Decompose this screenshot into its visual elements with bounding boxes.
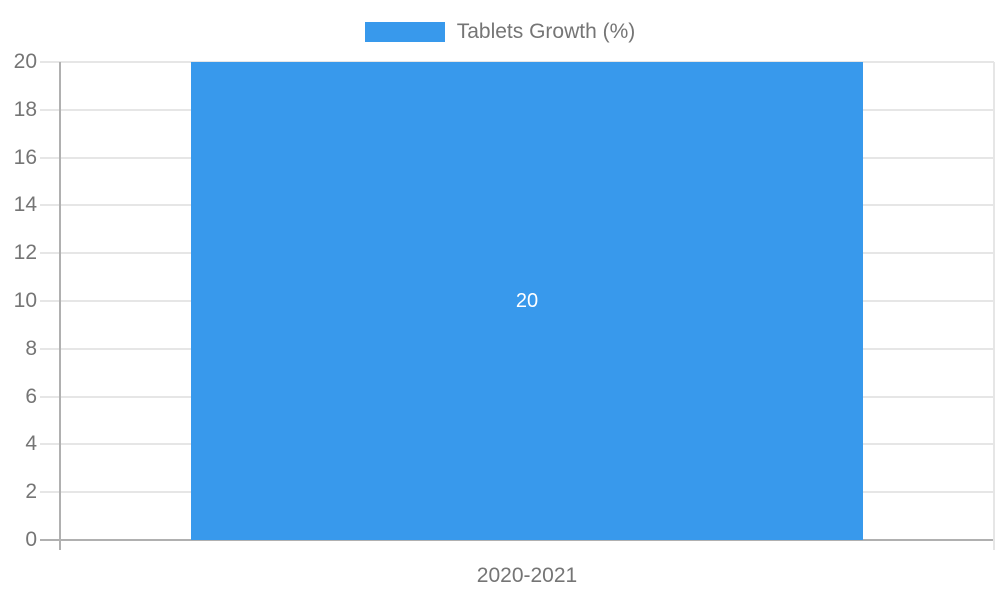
- right-border-line: [993, 62, 995, 550]
- y-tick-label-12: 12: [13, 241, 37, 265]
- x-category-label: 2020-2021: [476, 564, 578, 587]
- tick-y-10: [40, 300, 60, 302]
- tick-y-18: [40, 108, 60, 111]
- y-tick-label-6: 6: [25, 384, 37, 408]
- y-tick-label-16: 16: [13, 145, 37, 169]
- tick-y-12: [40, 252, 60, 255]
- tick-y-4: [40, 443, 60, 446]
- bar-value-label: 20: [515, 290, 539, 312]
- y-tick-label-10: 10: [13, 289, 37, 312]
- x-axis-line: [40, 539, 994, 541]
- tick-y-14: [40, 204, 60, 207]
- y-tick-label-4: 4: [25, 432, 37, 456]
- bar-2020-2021[interactable]: [191, 62, 863, 540]
- y-tick-label-14: 14: [13, 193, 37, 217]
- legend[interactable]: Tablets Growth (%): [0, 20, 1000, 43]
- legend-swatch: [364, 22, 445, 42]
- y-tick-label-20: 20: [13, 50, 37, 73]
- tick-y-6: [40, 395, 60, 398]
- tick-y-8: [40, 347, 60, 350]
- y-axis-line: [59, 62, 61, 550]
- y-tick-label-18: 18: [13, 97, 37, 121]
- y-tick-label-8: 8: [25, 336, 37, 360]
- legend-label: Tablets Growth (%): [456, 20, 636, 43]
- tick-y-16: [40, 156, 60, 159]
- y-tick-label-0: 0: [25, 528, 37, 551]
- y-tick-label-2: 2: [25, 480, 37, 504]
- tick-y-2: [40, 491, 60, 494]
- tick-y-20: [40, 61, 60, 63]
